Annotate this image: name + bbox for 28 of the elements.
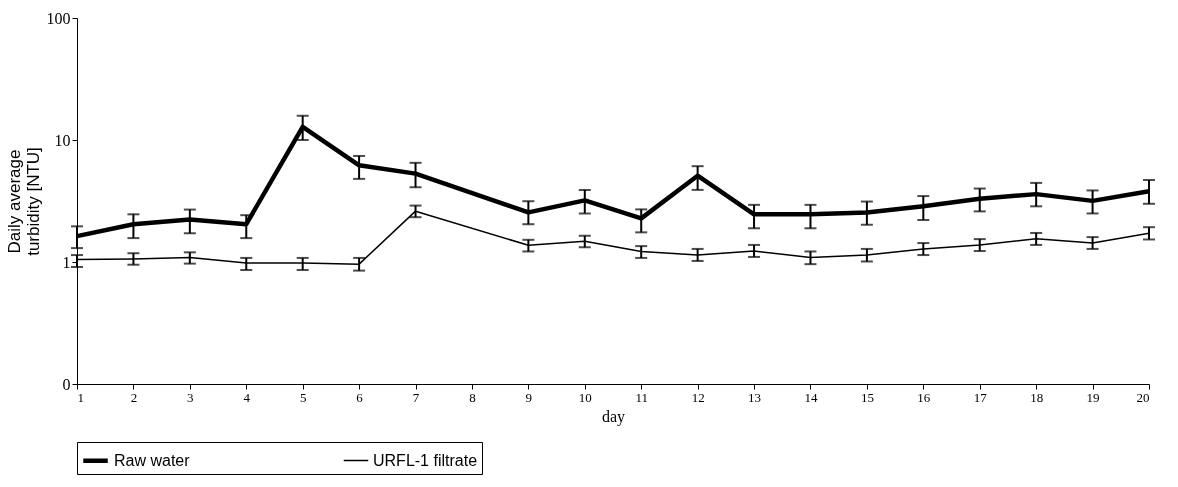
legend-label: Raw water xyxy=(114,451,191,469)
x-tick-label: 15 xyxy=(860,389,874,405)
x-tick-label: 16 xyxy=(917,389,931,405)
x-tick-label: 19 xyxy=(1086,389,1100,405)
x-tick-label: 10 xyxy=(578,389,592,405)
x-tick-label: 9 xyxy=(525,389,533,405)
x-tick-label: 18 xyxy=(1030,389,1044,405)
legend-label: URFL-1 filtrate xyxy=(373,451,478,469)
x-tick-label: 6 xyxy=(356,389,364,405)
y-tick-label: 10 xyxy=(54,131,71,149)
x-tick-label: 8 xyxy=(469,389,476,405)
x-axis-title: day xyxy=(601,407,626,426)
x-tick-label: 14 xyxy=(804,389,818,405)
y-tick-label: 100 xyxy=(46,9,71,27)
x-tick-label: 3 xyxy=(187,389,194,405)
x-tick-label: 5 xyxy=(299,389,307,405)
x-tick-label: 1 xyxy=(77,389,84,405)
x-tick-label: 12 xyxy=(691,389,705,405)
x-tick-label: 17 xyxy=(973,389,988,405)
x-tick-label: 20 xyxy=(1136,389,1150,405)
y-tick-label: 0 xyxy=(62,375,71,393)
x-tick-label: 4 xyxy=(243,389,251,405)
x-tick-label: 7 xyxy=(412,389,420,405)
x-tick-label: 11 xyxy=(635,389,648,405)
y-tick-label: 1 xyxy=(62,253,71,271)
y-axis-title: Daily average turbidity [NTU] xyxy=(4,147,43,256)
x-tick-label: 2 xyxy=(130,389,138,405)
x-tick-label: 13 xyxy=(748,389,762,405)
